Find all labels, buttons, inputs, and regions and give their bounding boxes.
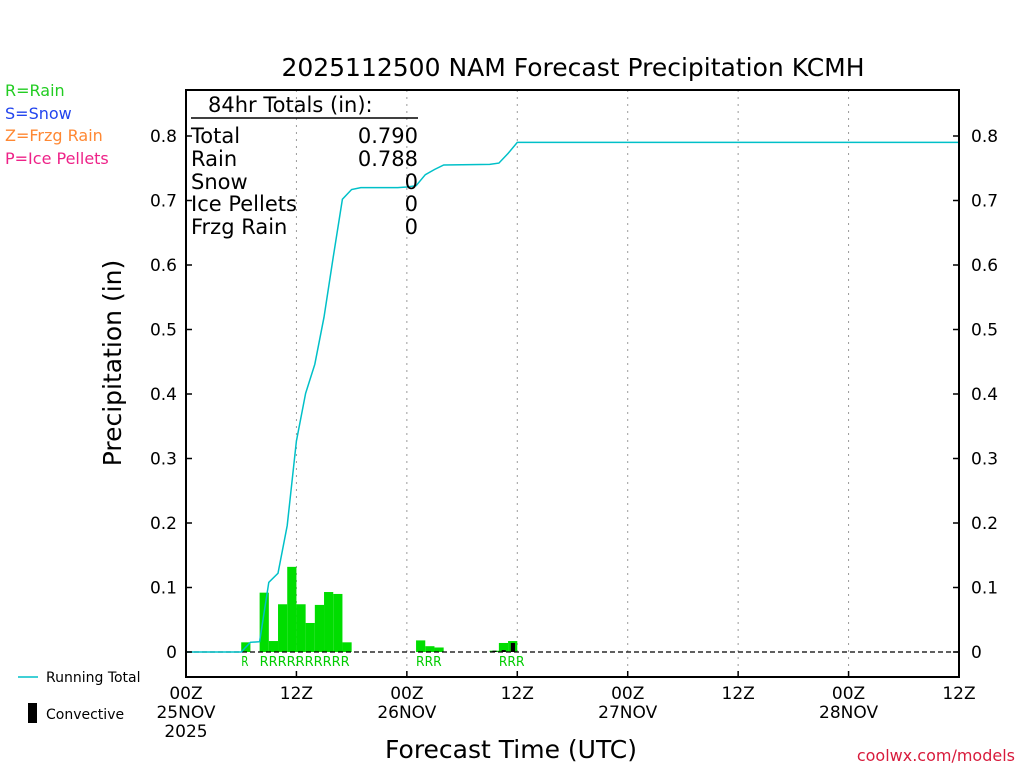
totals-label-rain: Rain <box>191 147 237 171</box>
precip-bar-8 <box>324 592 334 652</box>
y-tick-label-left-8: 0.8 <box>150 127 177 147</box>
legend-snow: S=Snow <box>5 104 72 123</box>
x-tick-label-5-1: 12Z <box>722 684 755 704</box>
x-tick-label-1-1: 12Z <box>280 684 313 704</box>
plot-frame <box>185 89 960 678</box>
precip-bar-7 <box>314 604 325 652</box>
precip-type-label-1: RRRRRRRRRR <box>260 655 350 670</box>
precip-type-label-3: RRR <box>499 655 525 670</box>
totals-label-snow: Snow <box>191 170 248 194</box>
precip-bar-1 <box>259 592 269 652</box>
legend-convective: Convective <box>46 707 124 723</box>
x-tick-label-2-1: 00Z <box>390 684 423 704</box>
y-tick-label-right-5: 0.5 <box>971 321 998 341</box>
precip-bar-10 <box>342 642 352 652</box>
grid-lines <box>295 90 850 677</box>
y-tick-label-right-1: 0.1 <box>971 579 998 599</box>
y-tick-label-right-4: 0.4 <box>971 385 998 405</box>
x-tick-label-7-1: 12Z <box>942 684 975 704</box>
x-tick-label-3-1: 12Z <box>501 684 534 704</box>
chart-title: 2025112500 NAM Forecast Precipitation KC… <box>281 53 864 82</box>
totals-value-frzg-rain: 0 <box>405 215 418 239</box>
x-tick-label-6-1: 00Z <box>832 684 865 704</box>
convective-bar-16 <box>510 642 515 652</box>
y-tick-label-right-7: 0.7 <box>971 192 998 212</box>
convective-bar-14 <box>492 650 497 652</box>
totals-value-total: 0.790 <box>358 124 418 148</box>
precip-type-labels: R RRRRRRRRRR RRR RRR <box>241 655 524 670</box>
legend-rain: R=Rain <box>5 81 65 100</box>
x-tick-label-0-1: 00Z <box>169 684 202 704</box>
x-tick-label-4-1: 00Z <box>611 684 644 704</box>
precip-bar-11 <box>416 640 426 652</box>
totals-value-snow: 0 <box>405 170 418 194</box>
totals-value-ice-pellets: 0 <box>405 192 418 216</box>
precip-bar-4 <box>287 566 297 652</box>
convective-bar-15 <box>501 650 506 652</box>
legend-running-total: Running Total <box>46 670 141 686</box>
x-tick-label-4-2: 27NOV <box>598 703 657 723</box>
y-axis-label: Precipitation (in) <box>98 260 127 467</box>
precip-type-label-0: R <box>241 655 248 670</box>
convective-swatch <box>28 703 37 723</box>
x-tick-label-0-2: 25NOV <box>156 703 215 723</box>
y-tick-label-left-1: 0.1 <box>150 579 177 599</box>
axes: 0 00.1 0.10.2 0.20.3 0.30.4 0.40.5 0.50.6 0.60.… <box>150 89 998 742</box>
totals-header: 84hr Totals (in): <box>208 93 373 117</box>
y-tick-label-right-8: 0.8 <box>971 127 998 147</box>
y-tick-label-right-0: 0 <box>971 643 982 663</box>
legend-frzg-rain: Z=Frzg Rain <box>5 126 103 145</box>
x-axis-label: Forecast Time (UTC) <box>385 735 637 764</box>
running-total-layer <box>186 141 959 653</box>
precip-bar-5 <box>296 604 306 652</box>
running-total-line <box>186 141 959 653</box>
precip-bar-13 <box>434 647 444 652</box>
precip-bar-9 <box>333 593 343 652</box>
totals-value-rain: 0.788 <box>358 147 418 171</box>
precip-bars <box>186 566 959 653</box>
precip-bar-15 <box>498 642 509 652</box>
precip-bar-2 <box>268 641 279 652</box>
x-tick-label-6-2: 28NOV <box>819 703 878 723</box>
totals-box: 84hr Totals (in): Total 0.790 Rain 0.788… <box>190 93 418 239</box>
totals-label-ice-pellets: Ice Pellets <box>191 192 297 216</box>
precip-bar-12 <box>425 646 435 652</box>
precip-bar-3 <box>278 604 288 652</box>
precip-bar-6 <box>305 622 315 652</box>
totals-label-total: Total <box>190 124 240 148</box>
series-legend: Running Total Convective <box>18 670 141 723</box>
y-tick-label-right-3: 0.3 <box>971 450 998 470</box>
y-tick-label-left-7: 0.7 <box>150 192 177 212</box>
y-tick-label-right-2: 0.2 <box>971 514 998 534</box>
y-tick-label-left-6: 0.6 <box>150 256 177 276</box>
y-tick-label-left-5: 0.5 <box>150 321 177 341</box>
y-tick-label-right-6: 0.6 <box>971 256 998 276</box>
precip-type-legend: R=Rain S=Snow Z=Frzg Rain P=Ice Pellets <box>5 81 109 168</box>
x-tick-label-2-2: 26NOV <box>377 703 436 723</box>
y-tick-label-left-0: 0 <box>166 643 177 663</box>
totals-label-frzg-rain: Frzg Rain <box>191 215 287 239</box>
precip-type-label-2: RRR <box>416 655 442 670</box>
x-tick-label-0-3: 2025 <box>164 722 207 742</box>
y-tick-label-left-3: 0.3 <box>150 450 177 470</box>
y-tick-label-left-4: 0.4 <box>150 385 177 405</box>
credit-text: coolwx.com/models <box>857 746 1015 765</box>
y-tick-label-left-2: 0.2 <box>150 514 177 534</box>
legend-ice-pellets: P=Ice Pellets <box>5 149 109 168</box>
